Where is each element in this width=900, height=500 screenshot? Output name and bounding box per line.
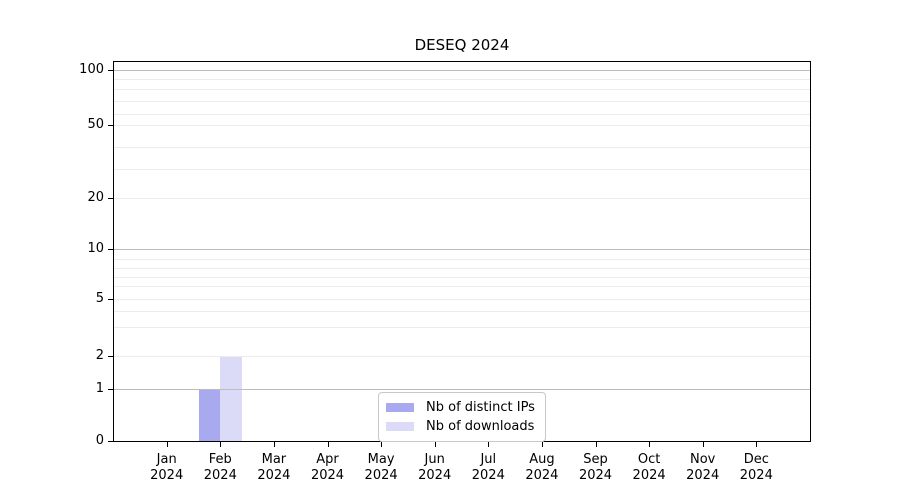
x-tick-label-may: May 2024 [349, 452, 413, 484]
x-tick-label-mar: Mar 2024 [242, 452, 306, 484]
plot-area: Nb of distinct IPs Nb of downloads [113, 61, 811, 442]
y-tick-label-20: 20 [87, 190, 104, 205]
x-tick-label-aug: Aug 2024 [510, 452, 574, 484]
x-tick-label-jan: Jan 2024 [135, 452, 199, 484]
x-tick-year: 2024 [471, 468, 505, 483]
x-tick-year: 2024 [739, 468, 773, 483]
x-tick-month: Jul [480, 452, 497, 467]
x-tick-year: 2024 [150, 468, 184, 483]
y-tick-10 [108, 249, 113, 250]
x-tick-month: Sep [583, 452, 608, 467]
x-tick-year: 2024 [364, 468, 398, 483]
y-tick-label-10: 10 [87, 241, 104, 256]
x-tick-month: Feb [208, 452, 232, 467]
x-tick-month: May [367, 452, 395, 467]
y-tick-1 [108, 389, 113, 390]
x-tick-aug [541, 442, 543, 447]
x-tick-jan [166, 442, 168, 447]
legend-label: Nb of downloads [426, 419, 535, 434]
y-tick-100 [108, 70, 113, 71]
legend-swatch [386, 403, 414, 412]
x-tick-mar [273, 442, 275, 447]
legend-label: Nb of distinct IPs [426, 400, 535, 415]
x-tick-month: Apr [316, 452, 339, 467]
y-tick-label-2: 2 [95, 348, 104, 363]
x-tick-jul [488, 442, 490, 447]
x-tick-label-dec: Dec 2024 [724, 452, 788, 484]
bars-layer [114, 62, 810, 441]
x-tick-month: Nov [690, 452, 716, 467]
legend: Nb of distinct IPs Nb of downloads [378, 392, 546, 442]
y-tick-label-1: 1 [95, 381, 104, 396]
y-tick-label-5: 5 [95, 291, 104, 306]
legend-swatch [386, 422, 414, 431]
x-tick-month: Mar [261, 452, 287, 467]
x-tick-label-nov: Nov 2024 [671, 452, 735, 484]
y-tick-label-50: 50 [87, 117, 104, 132]
x-tick-year: 2024 [310, 468, 345, 483]
x-tick-dec [756, 442, 758, 447]
y-tick-20 [108, 198, 113, 199]
x-tick-year: 2024 [578, 468, 613, 483]
x-tick-label-sep: Sep 2024 [564, 452, 628, 484]
x-tick-month: Jun [424, 452, 445, 467]
x-tick-label-jun: Jun 2024 [403, 452, 467, 484]
x-tick-year: 2024 [686, 468, 720, 483]
x-tick-year: 2024 [257, 468, 291, 483]
chart-title: DESEQ 2024 [414, 36, 510, 54]
bar-nb-of-downloads-feb [220, 356, 242, 441]
x-tick-nov [702, 442, 704, 447]
x-tick-oct [649, 442, 651, 447]
bar-nb-of-distinct-ips-feb [198, 389, 221, 441]
x-tick-label-oct: Oct 2024 [617, 452, 681, 484]
x-tick-apr [327, 442, 329, 447]
x-tick-may [381, 442, 383, 447]
x-tick-year: 2024 [203, 468, 237, 483]
x-tick-year: 2024 [525, 468, 559, 483]
x-tick-month: Dec [743, 452, 769, 467]
legend-item-nb-of-downloads: Nb of downloads [386, 417, 537, 436]
y-tick-0 [108, 441, 113, 442]
y-tick-label-100: 100 [79, 62, 104, 77]
x-tick-feb [220, 442, 222, 447]
legend-item-nb-of-distinct-ips: Nb of distinct IPs [386, 398, 537, 417]
x-tick-year: 2024 [418, 468, 452, 483]
x-tick-sep [595, 442, 597, 447]
y-tick-2 [108, 356, 113, 357]
x-tick-label-apr: Apr 2024 [296, 452, 360, 484]
x-tick-month: Aug [529, 452, 555, 467]
x-tick-jun [434, 442, 436, 447]
y-tick-label-0: 0 [95, 433, 104, 448]
x-tick-label-jul: Jul 2024 [456, 452, 520, 484]
x-tick-month: Jan [156, 452, 177, 467]
y-tick-5 [108, 299, 113, 300]
x-tick-label-feb: Feb 2024 [188, 452, 252, 484]
y-tick-50 [108, 125, 113, 126]
x-tick-month: Oct [637, 452, 661, 467]
x-tick-year: 2024 [632, 468, 666, 483]
